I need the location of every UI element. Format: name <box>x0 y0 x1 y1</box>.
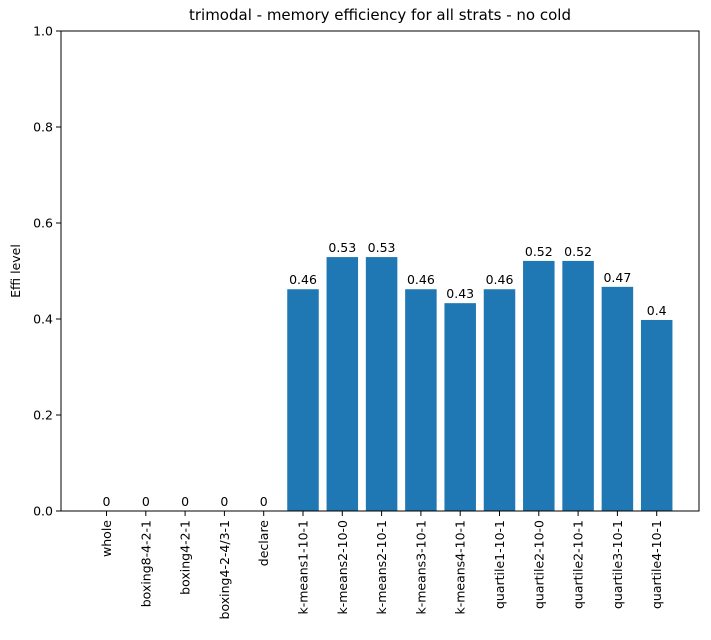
x-tick-label: whole <box>99 520 114 557</box>
bar-k-means2-10-1 <box>365 257 398 511</box>
data-label: 0.53 <box>368 240 396 255</box>
data-label: 0.46 <box>289 272 317 287</box>
x-tick-label: quartile2-10-1 <box>571 520 586 609</box>
data-label: 0 <box>220 494 228 509</box>
x-tick-label: k-means2-10-0 <box>335 520 350 615</box>
bar-quartile4-10-1 <box>640 319 673 511</box>
data-label: 0.53 <box>328 240 356 255</box>
bar-quartile2-10-0 <box>523 260 555 511</box>
y-tick-label: 0.8 <box>33 120 53 135</box>
y-axis-label: Effi level <box>8 244 23 298</box>
x-tick-label: k-means4-10-1 <box>453 520 468 615</box>
x-tick-label: boxing4-2-4/3-1 <box>217 520 232 619</box>
y-tick-label: 0.6 <box>33 216 53 231</box>
bar-quartile1-10-1 <box>483 289 516 511</box>
data-label: 0.46 <box>486 272 514 287</box>
x-tick-label: declare <box>256 520 271 566</box>
data-labels: 0 0 0 0 0 0.46 0.53 0.53 0.46 0.43 0.46 0.52 0.52 0.4… <box>103 240 667 509</box>
data-label: 0 <box>103 494 111 509</box>
chart-title: trimodal - memory efficiency for all str… <box>189 6 571 24</box>
x-tick-label: boxing8-4-2-1 <box>138 520 153 607</box>
x-tick-label: k-means3-10-1 <box>413 520 428 615</box>
data-label: 0.4 <box>647 303 667 318</box>
bar-quartile2-10-1 <box>562 260 594 511</box>
bars <box>287 257 673 511</box>
x-tick-label: boxing4-2-1 <box>178 520 193 595</box>
data-label: 0 <box>142 494 150 509</box>
x-tick-label: quartile3-10-1 <box>610 520 625 609</box>
y-tick-label: 0.4 <box>33 312 53 327</box>
bar-k-means1-10-1 <box>287 289 319 511</box>
bar-k-means3-10-1 <box>405 289 437 511</box>
x-axis: whole boxing8-4-2-1 boxing4-2-1 boxing4-2-4… <box>99 511 664 619</box>
y-tick-label: 0.2 <box>33 408 53 423</box>
y-axis: 0.0 0.2 0.4 0.6 0.8 1.0 <box>33 24 61 519</box>
data-label: 0.46 <box>407 272 435 287</box>
x-tick-label: k-means2-10-1 <box>374 520 389 615</box>
data-label: 0.43 <box>446 286 474 301</box>
data-label: 0 <box>260 494 268 509</box>
bar-k-means2-10-0 <box>326 257 359 511</box>
x-tick-label: k-means1-10-1 <box>296 520 311 615</box>
x-tick-label: quartile1-10-1 <box>492 520 507 609</box>
y-tick-label: 0.0 <box>33 504 53 519</box>
y-tick-label: 1.0 <box>33 24 53 39</box>
data-label: 0.52 <box>564 244 592 259</box>
bar-k-means4-10-1 <box>444 303 476 511</box>
x-tick-label: quartile2-10-0 <box>531 520 546 609</box>
bar-quartile3-10-1 <box>601 286 634 511</box>
data-label: 0 <box>181 494 189 509</box>
x-tick-label: quartile4-10-1 <box>649 520 664 609</box>
data-label: 0.47 <box>603 270 631 285</box>
data-label: 0.52 <box>525 244 553 259</box>
plot-frame <box>60 30 700 512</box>
